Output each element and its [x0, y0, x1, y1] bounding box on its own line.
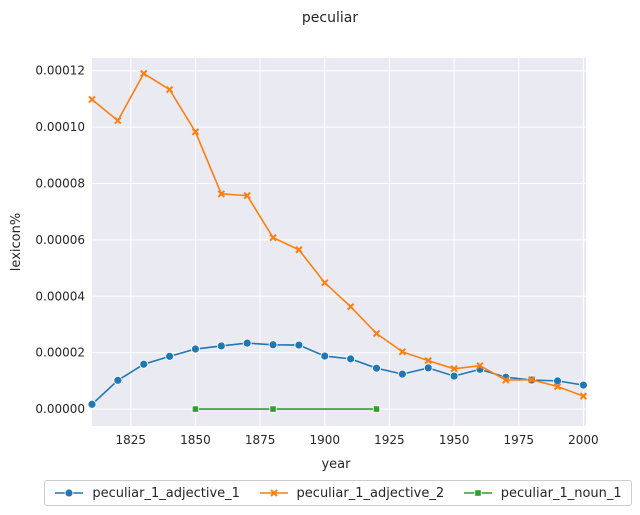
- x-tick-label: 1925: [374, 433, 405, 447]
- data-point: [372, 329, 381, 338]
- y-tick-label: 0.00006: [35, 233, 85, 247]
- data-point: [372, 405, 381, 413]
- data-point: [139, 359, 149, 369]
- y-tick-labels: 0.00000 0.00002 0.00004 0.00006 0.00008 0.000…: [35, 64, 85, 416]
- data-point: [269, 233, 277, 242]
- data-point: [243, 191, 251, 200]
- legend-item: peculiar_1_adjective_1: [54, 486, 240, 501]
- y-tick-label: 0.00012: [35, 64, 85, 78]
- chart-title: peculiar: [302, 10, 358, 26]
- x-axis-label: year: [321, 457, 351, 472]
- data-point: [553, 382, 562, 391]
- y-tick-label: 0.00000: [35, 402, 85, 416]
- data-point: [64, 488, 74, 498]
- plot-area: [92, 58, 586, 426]
- data-point: [372, 363, 381, 373]
- data-point: [140, 69, 148, 78]
- data-point: [346, 354, 356, 364]
- y-tick-label: 0.00010: [35, 120, 85, 134]
- data-point: [527, 376, 536, 384]
- data-point: [114, 116, 122, 125]
- x-tick-label: 1875: [245, 433, 276, 447]
- legend: peculiar_1_adjective_1 peculiar_1_adjecti…: [44, 480, 632, 506]
- x-tick-label: 1975: [503, 433, 534, 447]
- series-peculiar_1_adjective_2: [88, 69, 588, 400]
- data-point: [346, 303, 355, 311]
- series-peculiar_1_noun_1: [191, 405, 381, 413]
- y-tick-label: 0.00008: [35, 176, 85, 190]
- x-tick-label: 1850: [180, 433, 211, 447]
- data-point: [242, 338, 252, 348]
- x-tick-labels: 1825 1850 1875 1900 1925 1950 1975 2000: [116, 433, 599, 447]
- data-point: [87, 399, 97, 409]
- data-point: [320, 351, 330, 361]
- data-point: [88, 95, 96, 104]
- x-tick-label: 1900: [310, 433, 341, 447]
- data-point: [191, 405, 200, 413]
- series-line: [91, 72, 584, 397]
- legend-label: peculiar_1_adjective_2: [296, 485, 445, 501]
- legend-swatch: [55, 488, 84, 498]
- data-point: [191, 128, 200, 136]
- data-point: [476, 361, 484, 370]
- x-tick-label: 1825: [116, 433, 147, 447]
- data-point: [424, 356, 432, 365]
- data-point: [397, 369, 407, 379]
- data-point: [474, 489, 482, 497]
- grid-lines: [92, 58, 586, 426]
- data-point: [579, 380, 588, 390]
- data-point: [321, 279, 329, 287]
- data-point: [216, 341, 226, 351]
- data-point: [269, 489, 278, 497]
- series-layer: [87, 69, 588, 413]
- data-point: [113, 375, 123, 385]
- data-point: [294, 340, 304, 350]
- data-point: [165, 351, 174, 361]
- data-point: [217, 190, 226, 198]
- data-point: [165, 85, 174, 94]
- x-tick-label: 2000: [568, 433, 599, 447]
- data-point: [268, 340, 278, 350]
- data-point: [295, 246, 303, 254]
- y-tick-label: 0.00002: [35, 346, 85, 360]
- data-point: [449, 371, 459, 381]
- data-point: [450, 365, 458, 373]
- data-point: [579, 392, 588, 400]
- x-tick-label: 1950: [439, 433, 470, 447]
- legend-item: peculiar_1_noun_1: [463, 486, 622, 501]
- series-peculiar_1_adjective_1: [87, 338, 588, 409]
- data-point: [398, 348, 407, 356]
- legend-swatch: [259, 489, 288, 497]
- data-point: [191, 344, 200, 354]
- data-point: [502, 376, 510, 384]
- legend-swatch: [463, 489, 492, 497]
- series-line: [91, 342, 584, 405]
- legend-item: peculiar_1_adjective_2: [259, 485, 445, 501]
- y-tick-label: 0.00004: [35, 289, 85, 303]
- y-axis-label: lexicon%: [9, 213, 24, 271]
- data-point: [553, 376, 562, 386]
- data-point: [269, 405, 277, 413]
- legend-label: peculiar_1_adjective_1: [92, 485, 240, 501]
- data-point: [423, 363, 433, 373]
- legend-label: peculiar_1_noun_1: [500, 485, 622, 501]
